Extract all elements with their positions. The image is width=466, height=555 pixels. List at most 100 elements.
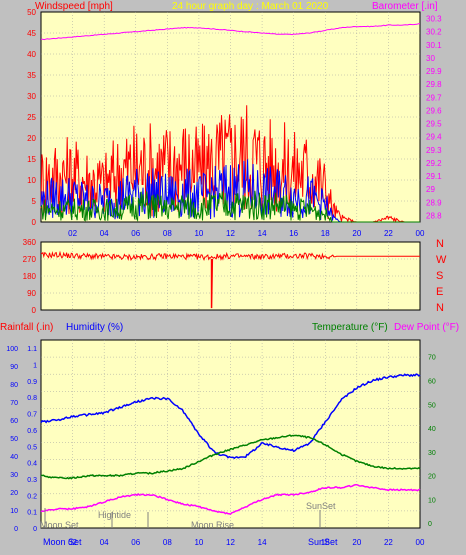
wind-direction-series-line bbox=[40, 250, 420, 262]
temp-x-tick-10: 10 bbox=[194, 538, 203, 547]
barometer-tick-29.3: 29.3 bbox=[426, 146, 442, 155]
humidity-tick-10: 10 bbox=[10, 508, 18, 515]
humidity-tick-20: 20 bbox=[10, 490, 18, 497]
temp-tick-0: 0 bbox=[428, 521, 432, 528]
wind-direction-ticks: 0 90 180 270 360 bbox=[23, 238, 37, 315]
direction-tick-270: 270 bbox=[23, 255, 37, 264]
rain-tick-0.1: 0.1 bbox=[27, 510, 37, 517]
rain-tick-0.2: 0.2 bbox=[27, 493, 37, 500]
barometer-ticks: 28.8 28.9 29 29.1 29.2 29.3 29.4 29.5 29.6 29.7 29… bbox=[426, 15, 442, 221]
compass-1: W bbox=[436, 254, 447, 266]
temp-x-tick-02: 02 bbox=[68, 538, 77, 547]
hightide-label: Hightide bbox=[98, 510, 131, 520]
wind-barometer-series bbox=[40, 23, 420, 224]
rain-tick-0.8: 0.8 bbox=[27, 395, 37, 402]
temperature-ticks: 0 10 20 30 40 50 60 70 bbox=[428, 355, 436, 529]
humidity-tick-80: 80 bbox=[10, 382, 18, 389]
barometer-tick-30.3: 30.3 bbox=[426, 15, 442, 24]
temp-x-tick-22: 22 bbox=[384, 538, 393, 547]
dew-point-axis-label: Dew Point (°F) bbox=[394, 322, 459, 333]
wind-x-ticks: 02 04 06 08 10 12 14 16 18 20 22 00 bbox=[68, 229, 425, 238]
rain-tick-0.9: 0.9 bbox=[27, 379, 37, 386]
temperature-x-ticks: 02 04 06 08 10 12 14 18 20 22 00 bbox=[68, 538, 425, 547]
rain-tick-0.6: 0.6 bbox=[27, 428, 37, 435]
moon-rise-label: Moon Rise bbox=[191, 520, 234, 530]
graph-title: 24 hour graph day : March 01 2020 bbox=[172, 1, 329, 12]
humidity-ticks: 0 10 20 30 40 50 60 70 80 90 100 bbox=[6, 346, 18, 533]
rain-tick-0.5: 0.5 bbox=[27, 444, 37, 451]
direction-tick-360: 360 bbox=[23, 238, 37, 247]
direction-tick-0: 0 bbox=[32, 306, 37, 315]
temp-x-tick-20: 20 bbox=[352, 538, 361, 547]
temp-x-tick-00: 00 bbox=[416, 538, 425, 547]
windspeed-tick-45: 45 bbox=[27, 29, 36, 38]
wind-x-tick-08: 08 bbox=[163, 229, 172, 238]
temperature-series bbox=[40, 373, 421, 516]
rain-tick-0.3: 0.3 bbox=[27, 477, 37, 484]
compass-0: N bbox=[436, 238, 444, 250]
temp-x-tick-06: 06 bbox=[131, 538, 140, 547]
humidity-tick-40: 40 bbox=[10, 454, 18, 461]
windspeed-tick-20: 20 bbox=[27, 134, 36, 143]
compass-4: N bbox=[436, 302, 444, 314]
rain-tick-1: 1 bbox=[33, 363, 37, 370]
barometer-tick-30.1: 30.1 bbox=[426, 41, 442, 50]
windspeed-tick-0: 0 bbox=[32, 218, 37, 227]
temp-tick-50: 50 bbox=[428, 402, 436, 409]
windspeed-tick-25: 25 bbox=[27, 113, 36, 122]
humidity-series-0 bbox=[40, 373, 421, 460]
temp-x-tick-08: 08 bbox=[163, 538, 172, 547]
barometer-axis-label: Barometer [.in] bbox=[372, 1, 438, 12]
wind-x-tick-18: 18 bbox=[321, 229, 330, 238]
humidity-tick-30: 30 bbox=[10, 472, 18, 479]
barometer-tick-29.5: 29.5 bbox=[426, 120, 442, 129]
compass-3: E bbox=[436, 286, 443, 298]
temp-tick-20: 20 bbox=[428, 474, 436, 481]
barometer-tick-30: 30 bbox=[426, 54, 435, 63]
temp-x-tick-14: 14 bbox=[258, 538, 267, 547]
rainfall-ticks: 0 0.1 0.2 0.3 0.4 0.5 0.6 0.7 0.8 0.9 1 1.1 bbox=[27, 346, 37, 533]
humidity-tick-100: 100 bbox=[6, 346, 18, 353]
direction-tick-90: 90 bbox=[27, 289, 36, 298]
wind-direction-spike bbox=[210, 258, 214, 309]
wind-x-tick-16: 16 bbox=[289, 229, 298, 238]
temperature-series-2 bbox=[40, 483, 421, 516]
barometer-tick-29.1: 29.1 bbox=[426, 172, 442, 181]
humidity-tick-60: 60 bbox=[10, 418, 18, 425]
sunset-bottom-label: SunSet bbox=[308, 537, 338, 547]
windspeed-tick-10: 10 bbox=[27, 176, 36, 185]
moon-set-bottom-label: Moon Set bbox=[43, 537, 82, 547]
wind-direction-series bbox=[40, 250, 420, 309]
temp-tick-60: 60 bbox=[428, 378, 436, 385]
windspeed-tick-15: 15 bbox=[27, 155, 36, 164]
humidity-tick-0: 0 bbox=[14, 526, 18, 533]
humidity-tick-90: 90 bbox=[10, 364, 18, 371]
wind-x-tick-20: 20 bbox=[352, 229, 361, 238]
compass-2: S bbox=[436, 270, 443, 282]
wind-x-tick-22: 22 bbox=[384, 229, 393, 238]
rain-tick-1.1: 1.1 bbox=[27, 346, 37, 353]
windspeed-tick-50: 50 bbox=[27, 8, 36, 17]
temperature-axis-label: Temperature (°F) bbox=[312, 322, 388, 333]
barometer-tick-29.8: 29.8 bbox=[426, 80, 442, 89]
windspeed-axis-label: Windspeed [mph] bbox=[35, 1, 113, 12]
temp-x-tick-12: 12 bbox=[226, 538, 235, 547]
humidity-axis-label: Humidity (%) bbox=[66, 322, 123, 333]
wind-x-tick-02: 02 bbox=[68, 229, 77, 238]
temp-x-tick-18: 18 bbox=[321, 538, 330, 547]
temperature-series-1 bbox=[40, 434, 421, 480]
windspeed-tick-35: 35 bbox=[27, 71, 36, 80]
temp-tick-30: 30 bbox=[428, 450, 436, 457]
wind-x-tick-04: 04 bbox=[100, 229, 109, 238]
wind-direction-grid bbox=[41, 242, 420, 310]
barometer-tick-28.9: 28.9 bbox=[426, 198, 442, 207]
barometer-tick-29: 29 bbox=[426, 185, 435, 194]
barometer-tick-29.6: 29.6 bbox=[426, 106, 442, 115]
barometer-tick-29.9: 29.9 bbox=[426, 67, 442, 76]
rainfall-axis-label: Rainfall (.in) bbox=[0, 322, 53, 333]
wind-x-tick-14: 14 bbox=[258, 229, 267, 238]
humidity-tick-50: 50 bbox=[10, 436, 18, 443]
windspeed-tick-30: 30 bbox=[27, 92, 36, 101]
